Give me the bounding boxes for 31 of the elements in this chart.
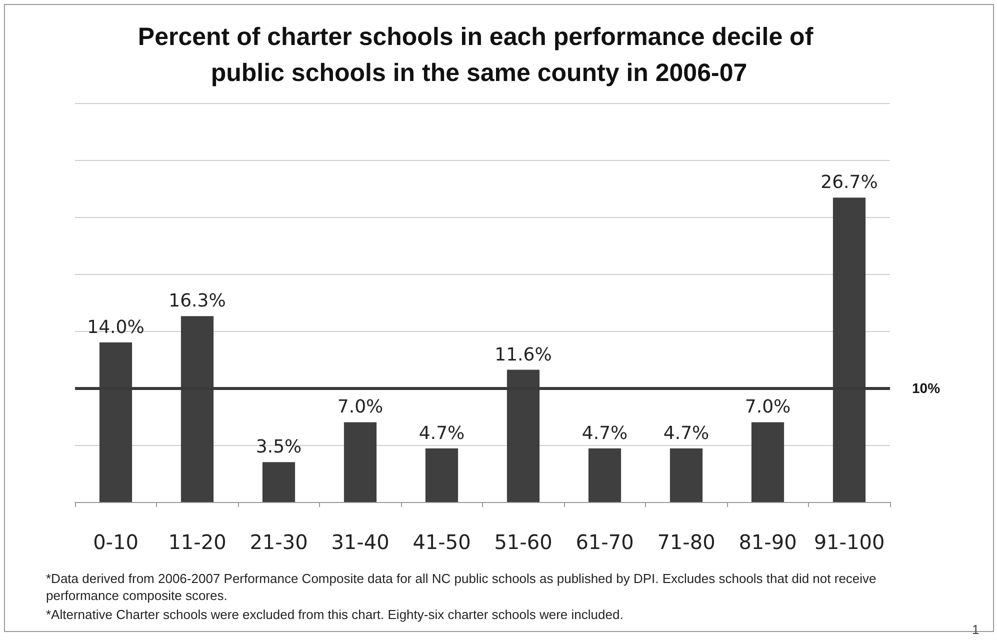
text: *Data derived from 2006-2007 Performance Composite data for all NC public schools as published by DPI. Excludes schools that did not receive performance composite scores.	[46, 570, 878, 604]
data-label: 4.7%	[663, 422, 710, 444]
x-tick-label: 0-10	[93, 530, 138, 554]
data-label: 7.0%	[337, 396, 384, 418]
data-label: 4.7%	[582, 422, 628, 444]
bar	[670, 448, 703, 502]
x-tick-label: 21-30	[250, 530, 308, 554]
ref-line-label: 10%	[912, 380, 941, 396]
data-label: 16.3%	[168, 290, 226, 312]
bar	[588, 448, 622, 502]
bar	[262, 462, 296, 502]
bar	[344, 422, 377, 502]
x-tick-label: 11-20	[168, 530, 226, 554]
x-tick-label: 91-100	[814, 530, 885, 554]
text: 1	[972, 622, 980, 637]
x-tick-label: 81-90	[738, 530, 797, 554]
data-label: 26.7%	[820, 172, 878, 194]
data-label: 14.0%	[87, 316, 144, 338]
x-tick-label: 31-40	[331, 530, 390, 554]
x-tick-label: 71-80	[657, 530, 716, 554]
data-label: 11.6%	[494, 344, 552, 366]
chart-title: Percent of charter schools in each performance decile of public schools in the same county in 2006-07	[138, 23, 820, 87]
data-label: 7.0%	[744, 396, 791, 418]
text: *Alternative Charter schools were excluded from this chart. Eighty-six charter schools were included.	[46, 606, 624, 623]
x-tick-label: 51-60	[494, 530, 552, 554]
x-tick-label: 41-50	[412, 530, 471, 554]
data-label: 3.5%	[256, 436, 302, 458]
bar	[751, 422, 784, 502]
bar	[425, 448, 458, 502]
x-tick-label: 61-70	[576, 530, 634, 554]
data-label: 4.7%	[418, 422, 465, 444]
